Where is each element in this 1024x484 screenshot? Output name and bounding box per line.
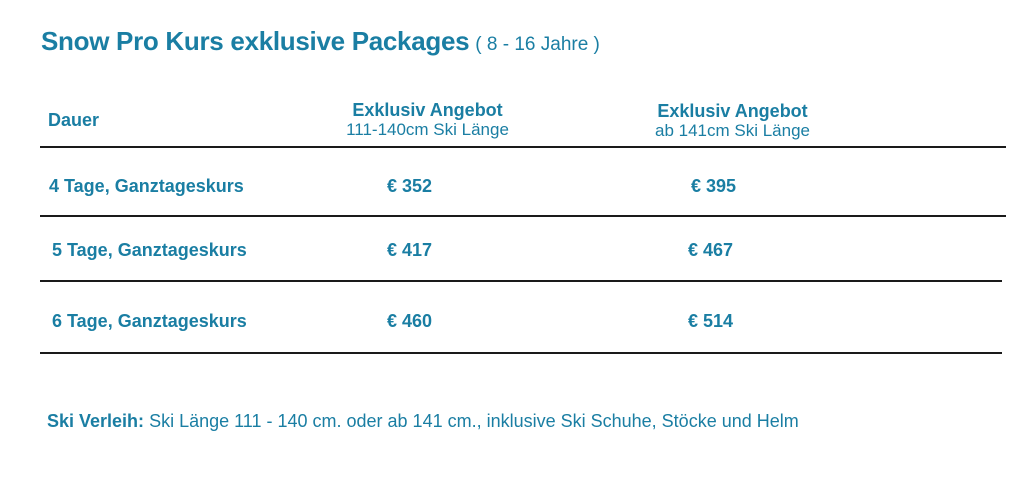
price-6-days-a: € 460 <box>387 311 433 331</box>
footer-text: Ski Länge 111 - 140 cm. oder ab 141 cm.,… <box>144 411 799 431</box>
row-label-6-days: 6 Tage, Ganztageskurs <box>52 311 247 331</box>
header-duration: Dauer <box>48 110 100 130</box>
table-divider <box>40 215 1006 217</box>
page-title: Snow Pro Kurs exklusive Packages( 8 - 16… <box>41 26 600 57</box>
header-offer-a-subtitle: 111-140cm Ski Länge <box>346 120 509 139</box>
row-label-4-days: 4 Tage, Ganztageskurs <box>49 176 244 196</box>
footer-note: Ski Verleih: Ski Länge 111 - 140 cm. ode… <box>47 411 799 432</box>
price-4-days-b: € 395 <box>691 176 737 196</box>
table-divider <box>40 352 1002 354</box>
title-age-range: ( 8 - 16 Jahre ) <box>475 34 600 55</box>
price-5-days-b: € 467 <box>688 240 734 260</box>
price-5-days-a: € 417 <box>387 240 433 260</box>
price-6-days-b: € 514 <box>688 311 734 331</box>
header-offer-a-title: Exklusiv Angebot <box>352 100 503 120</box>
table-divider <box>40 280 1002 282</box>
header-offer-b-title: Exklusiv Angebot <box>657 101 808 121</box>
table-divider <box>40 146 1006 148</box>
header-offer-b-subtitle: ab 141cm Ski Länge <box>655 121 810 140</box>
title-main: Snow Pro Kurs exklusive Packages <box>41 26 470 56</box>
header-offer-b: Exklusiv Angebot ab 141cm Ski Länge <box>630 101 835 141</box>
header-offer-a: Exklusiv Angebot 111-140cm Ski Länge <box>325 100 530 140</box>
row-label-5-days: 5 Tage, Ganztageskurs <box>52 240 247 260</box>
price-4-days-a: € 352 <box>387 176 433 196</box>
footer-label: Ski Verleih: <box>47 411 145 431</box>
